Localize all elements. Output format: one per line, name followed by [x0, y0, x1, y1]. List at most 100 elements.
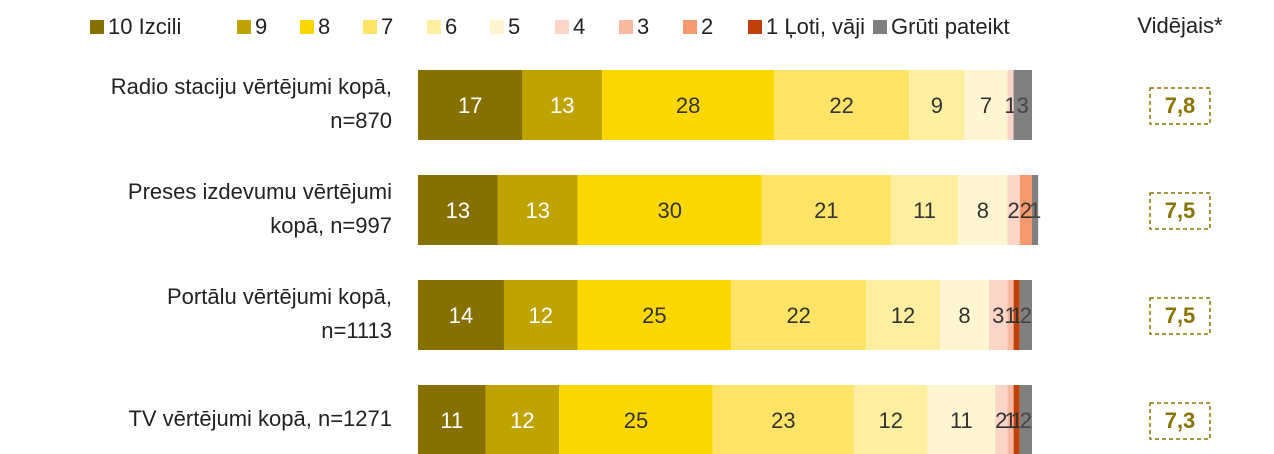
data-label: 14 [449, 303, 473, 328]
data-label: 23 [771, 408, 795, 433]
data-label: 25 [642, 303, 666, 328]
data-label: 2 [1020, 303, 1032, 328]
legend-swatch [300, 20, 314, 34]
bar-segment [995, 385, 1008, 454]
bar-segment [577, 175, 762, 245]
bar-segment [1019, 385, 1032, 454]
bar-segment [1013, 70, 1032, 140]
data-label: 13 [525, 198, 549, 223]
data-label: 7 [980, 93, 992, 118]
bar-segment [1007, 175, 1020, 245]
category-label: kopā, n=997 [270, 213, 392, 238]
bar-segment [522, 70, 603, 140]
legend-swatch [363, 20, 377, 34]
bar-segment [866, 280, 940, 350]
average-box [1149, 87, 1211, 125]
bar-segment [602, 70, 775, 140]
data-label: 13 [446, 198, 470, 223]
data-label: 11 [913, 198, 936, 223]
category-label: Radio staciju vērtējumi kopā, [111, 74, 392, 99]
bar-segment [559, 385, 713, 454]
data-label: 11 [950, 408, 973, 433]
data-label: 3 [1017, 93, 1029, 118]
data-label: 28 [676, 93, 700, 118]
average-value: 7,8 [1165, 93, 1196, 118]
bar-segment [909, 70, 965, 140]
legend-swatch [683, 20, 697, 34]
legend-label: Grūti pateikt [891, 14, 1010, 39]
bar-segment [989, 280, 1008, 350]
data-label: 12 [891, 303, 915, 328]
category-label: Preses izdevumu vērtējumi [128, 179, 392, 204]
bar-segment [958, 175, 1008, 245]
bar-segment [1013, 385, 1020, 454]
legend-label: 5 [508, 14, 520, 39]
legend-swatch [619, 20, 633, 34]
data-label: 11 [440, 408, 463, 433]
bar-segment [1007, 385, 1014, 454]
legend-label: 8 [318, 14, 330, 39]
average-box [1149, 192, 1211, 230]
legend-swatch [873, 20, 887, 34]
legend-label: 9 [255, 14, 267, 39]
bar-segment [1032, 175, 1039, 245]
data-label: 2 [1007, 198, 1019, 223]
average-box [1149, 297, 1211, 335]
legend-label: 7 [381, 14, 393, 39]
data-label: 12 [879, 408, 903, 433]
data-label: 1 [1004, 408, 1016, 433]
bar-segment [1013, 280, 1020, 350]
legend-label: 6 [445, 14, 457, 39]
average-value: 7,3 [1165, 408, 1196, 433]
data-label: 22 [829, 93, 853, 118]
legend-label: 3 [637, 14, 649, 39]
bar-segment [418, 175, 498, 245]
legend-swatch [237, 20, 251, 34]
bar-segment [774, 70, 910, 140]
category-label: n=870 [330, 108, 392, 133]
data-label: 30 [657, 198, 681, 223]
data-label: 3 [992, 303, 1004, 328]
bar-segment [485, 385, 560, 454]
bar-segment [964, 70, 1008, 140]
legend-label: 2 [701, 14, 713, 39]
data-label: 9 [931, 93, 943, 118]
data-label: 1 [1011, 303, 1023, 328]
data-label: 1 [1029, 198, 1041, 223]
bar-segment [418, 280, 504, 350]
bar-segment [418, 385, 486, 454]
average-value: 7,5 [1165, 303, 1196, 328]
average-box [1149, 402, 1211, 440]
data-label: 1 [1004, 93, 1016, 118]
data-label: 22 [786, 303, 810, 328]
data-label: 1 [1004, 303, 1016, 328]
bar-segment [1007, 280, 1014, 350]
data-label: 8 [958, 303, 970, 328]
bar-segment [890, 175, 959, 245]
data-label: 17 [458, 93, 482, 118]
bar-segment [927, 385, 996, 454]
data-label: 2 [995, 408, 1007, 433]
legend-label: 1 Ļoti, vāji [766, 14, 865, 39]
data-label: 12 [510, 408, 534, 433]
bar-segment [939, 280, 990, 350]
bar-segment [497, 175, 578, 245]
bar-segment [1019, 280, 1032, 350]
category-label: n=1113 [321, 318, 392, 343]
legend-swatch [748, 20, 762, 34]
legend-swatch [427, 20, 441, 34]
bar-segment [712, 385, 854, 454]
bar-segment [1007, 70, 1014, 140]
category-label: TV vērtējumi kopā, n=1271 [128, 406, 392, 431]
bar-segment [577, 280, 732, 350]
average-value: 7,5 [1165, 198, 1196, 223]
legend-swatch [90, 20, 104, 34]
data-label: 13 [550, 93, 574, 118]
legend-swatch [490, 20, 504, 34]
data-label: 2 [1020, 408, 1032, 433]
legend-swatch [555, 20, 569, 34]
bar-segment [731, 280, 867, 350]
bar-segment [761, 175, 891, 245]
legend-label: 4 [573, 14, 585, 39]
